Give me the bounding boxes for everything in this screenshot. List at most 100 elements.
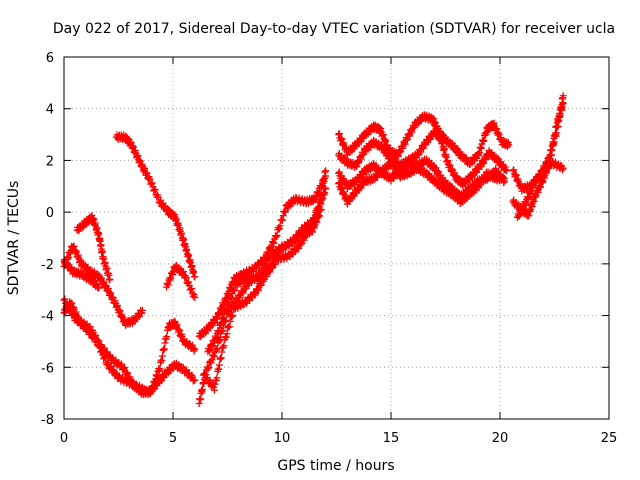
data-point [254, 287, 262, 295]
data-point [100, 344, 108, 352]
data-point [210, 386, 218, 394]
data-point [282, 207, 290, 215]
data-point [228, 294, 236, 302]
data-point [273, 231, 281, 239]
data-point [228, 311, 236, 319]
data-point [320, 177, 328, 185]
data-point [297, 241, 305, 249]
data-point [224, 299, 232, 307]
data-point [95, 283, 103, 291]
data-point [505, 141, 513, 149]
data-point [503, 167, 511, 175]
data-point [228, 313, 236, 321]
data-point [223, 330, 231, 338]
x-tick-label: 20 [492, 431, 509, 446]
data-point [182, 274, 190, 282]
data-point [231, 305, 239, 313]
data-point [548, 157, 556, 165]
data-point [213, 374, 221, 382]
data-point [315, 189, 323, 197]
data-point [213, 345, 221, 353]
data-point [189, 344, 197, 352]
data-series [335, 111, 513, 168]
data-point [191, 345, 199, 353]
data-points [60, 92, 567, 407]
data-point [239, 289, 247, 297]
grid-lines [64, 57, 609, 419]
data-point [278, 216, 286, 224]
data-point [191, 376, 199, 384]
data-point [210, 352, 218, 360]
data-point [106, 275, 114, 283]
x-tick-label: 0 [60, 431, 68, 446]
data-point [120, 364, 128, 372]
data-point [261, 255, 269, 263]
data-point [148, 179, 156, 187]
data-point [272, 233, 280, 241]
data-point [188, 289, 196, 297]
data-point [559, 92, 567, 100]
data-point [151, 186, 159, 194]
data-point [150, 187, 158, 195]
chart-title: Day 022 of 2017, Sidereal Day-to-day VTE… [53, 21, 615, 37]
data-point [138, 306, 146, 314]
data-point [100, 355, 108, 363]
data-point [500, 175, 508, 183]
data-point [270, 239, 278, 247]
data-point [295, 245, 303, 253]
x-axis-title: GPS time / hours [277, 458, 394, 474]
y-tick-label: -6 [41, 361, 54, 376]
data-point [206, 357, 214, 365]
data-point [222, 306, 230, 314]
data-point [191, 273, 199, 281]
data-point [292, 248, 300, 256]
data-point [222, 333, 230, 341]
data-point [61, 295, 69, 303]
data-point [559, 164, 567, 172]
data-series [204, 206, 325, 356]
data-point [182, 338, 190, 346]
data-point [225, 298, 233, 306]
data-point [185, 278, 193, 286]
data-point [224, 324, 232, 332]
data-point [160, 345, 168, 353]
data-point [269, 238, 277, 246]
data-point [322, 172, 330, 180]
data-point [270, 256, 278, 264]
data-point [124, 369, 132, 377]
data-point [551, 129, 559, 137]
data-point [86, 323, 94, 331]
data-point [215, 361, 223, 369]
data-point [120, 365, 128, 373]
data-point [205, 364, 213, 372]
data-series [60, 242, 146, 329]
data-point [279, 212, 287, 220]
y-tick-label: 6 [46, 51, 54, 66]
data-point [549, 140, 557, 148]
data-point [265, 267, 273, 275]
data-point [221, 333, 229, 341]
data-point [146, 175, 154, 183]
data-series [112, 131, 199, 281]
data-point [268, 261, 276, 269]
y-tick-label: 4 [46, 103, 54, 118]
data-point [276, 222, 284, 230]
data-series [513, 157, 567, 221]
data-point [207, 359, 215, 367]
data-point [200, 370, 208, 378]
data-point [256, 275, 264, 283]
data-point [311, 196, 319, 204]
data-point [273, 251, 281, 259]
data-point [156, 365, 164, 373]
data-point [271, 255, 279, 263]
data-point [189, 377, 197, 385]
plot-frame [63, 56, 610, 420]
y-axis-title: SDTVAR / TECUs [6, 181, 22, 296]
data-series [73, 211, 114, 284]
data-point [264, 249, 272, 257]
data-series [335, 158, 508, 208]
data-series [60, 298, 199, 399]
data-series [195, 172, 330, 341]
x-tick-label: 10 [274, 431, 291, 446]
